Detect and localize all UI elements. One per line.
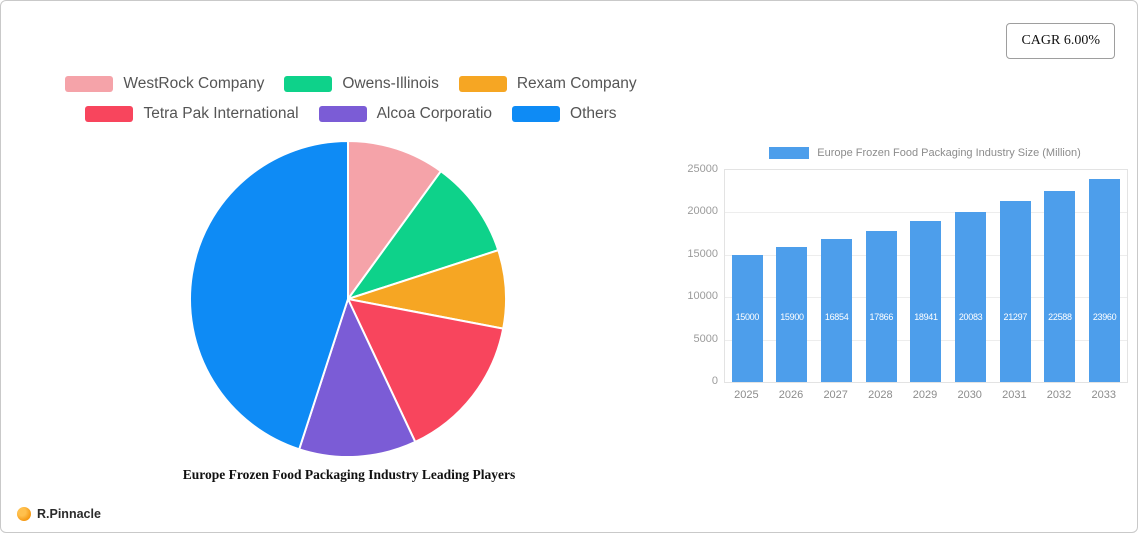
bar-value-label: 18941 — [914, 312, 938, 322]
legend-swatch-icon — [284, 76, 333, 92]
bar-slot-2026: 15900 — [770, 170, 814, 382]
x-tick-label: 2032 — [1046, 389, 1072, 401]
bar-2031[interactable]: 21297 — [999, 201, 1031, 382]
x-tick-label: 2028 — [868, 389, 893, 401]
bar-slot-2033: 23960 — [1083, 170, 1127, 382]
pie-legend-item-2[interactable]: Rexam Company — [458, 75, 637, 93]
bar-value-label: 17866 — [869, 312, 894, 322]
x-tick-label: 2030 — [957, 389, 982, 401]
bar-series: 15000 15900 16854 17866 18941 20083 21297 22588… — [725, 170, 1127, 382]
bar-value-label: 20083 — [958, 312, 983, 322]
bar-chart: Europe Frozen Food Packaging Industry Si… — [684, 147, 1132, 407]
bar-slot-2030: 20083 — [949, 170, 993, 382]
bar-slot-2031: 21297 — [993, 170, 1037, 382]
legend-swatch-icon — [458, 76, 507, 92]
bar-2033[interactable]: 23960 — [1089, 178, 1121, 382]
x-tick-label: 2029 — [912, 389, 938, 401]
cagr-badge: CAGR 6.00% — [1006, 23, 1115, 59]
y-tick-label: 5000 — [693, 332, 718, 345]
y-tick-label: 15000 — [687, 247, 718, 260]
y-tick-label: 20000 — [687, 205, 718, 218]
bar-legend-label: Europe Frozen Food Packaging Industry Si… — [817, 147, 1081, 159]
pie-legend-item-3[interactable]: Tetra Pak International — [85, 105, 299, 123]
pie-slice-3[interactable] — [346, 297, 505, 444]
bar-value-label: 21297 — [1003, 312, 1028, 322]
x-tick-label: 2031 — [1002, 389, 1027, 401]
y-tick-label: 10000 — [687, 290, 718, 303]
x-tick-label: 2026 — [778, 389, 804, 401]
bar-legend-swatch — [769, 147, 810, 159]
bar-2028[interactable]: 17866 — [865, 230, 897, 382]
legend-label: Owens-Illinois — [342, 75, 439, 92]
brand-logo: R.Pinnacle — [17, 507, 101, 521]
legend-label: Alcoa Corporatio — [376, 105, 493, 122]
bar-value-label: 22588 — [1048, 312, 1072, 322]
bar-slot-2028: 17866 — [859, 170, 903, 382]
bar-chart-plot-area: 15000 15900 16854 17866 18941 20083 21297 22588… — [724, 169, 1128, 383]
bar-2032[interactable]: 22588 — [1044, 190, 1076, 382]
brand-circle-icon — [17, 507, 31, 521]
bar-slot-2032: 22588 — [1038, 170, 1082, 382]
legend-label: WestRock Company — [123, 75, 265, 92]
pie-legend-item-5[interactable]: Others — [512, 105, 617, 123]
pie-slice-0[interactable] — [347, 139, 443, 303]
bar-value-label: 15900 — [780, 312, 804, 322]
bar-value-label: 23960 — [1092, 312, 1117, 322]
x-tick-label: 2027 — [823, 389, 848, 401]
legend-label: Others — [570, 105, 617, 122]
x-tick-label: 2025 — [734, 389, 759, 401]
bar-2027[interactable]: 16854 — [821, 239, 853, 382]
pie-slice-5[interactable] — [188, 139, 349, 451]
bar-slot-2029: 18941 — [904, 170, 948, 382]
pie-legend-item-4[interactable]: Alcoa Corporatio — [318, 105, 493, 123]
pie-slice-4[interactable] — [297, 296, 417, 458]
bar-chart-y-axis: 0 5000 10000 15000 20000 25000 — [684, 163, 718, 387]
bar-2025[interactable]: 15000 — [731, 254, 763, 382]
pie-legend-item-0[interactable]: WestRock Company — [65, 75, 264, 93]
legend-swatch-icon — [318, 106, 367, 122]
bar-value-label: 15000 — [735, 312, 760, 322]
bar-slot-2025: 15000 — [725, 170, 769, 382]
legend-label: Tetra Pak International — [143, 105, 299, 122]
pie-chart-title: Europe Frozen Food Packaging Industry Le… — [182, 467, 516, 482]
legend-swatch-icon — [85, 106, 134, 122]
pie-chart — [188, 139, 507, 458]
legend-swatch-icon — [512, 106, 561, 122]
legend-swatch-icon — [65, 76, 114, 92]
bar-chart-legend-item[interactable]: Europe Frozen Food Packaging Industry Si… — [724, 147, 1126, 159]
pie-legend: WestRock Company Owens-Illinois Rexam Comp… — [21, 75, 681, 123]
gridline — [725, 212, 1127, 214]
bar-slot-2027: 16854 — [815, 170, 859, 382]
y-tick-label: 25000 — [687, 163, 718, 175]
brand-label: R.Pinnacle — [37, 507, 101, 521]
bar-chart-x-axis: 2025 2026 2027 2028 2029 2030 2031 2032 2033 — [724, 389, 1126, 401]
pie-legend-item-1[interactable]: Owens-Illinois — [284, 75, 439, 93]
legend-label: Rexam Company — [516, 75, 637, 92]
bar-2029[interactable]: 18941 — [910, 221, 942, 382]
pie-slice-1[interactable] — [345, 169, 500, 301]
bar-2026[interactable]: 15900 — [776, 247, 808, 382]
bar-2030[interactable]: 20083 — [955, 211, 987, 382]
bar-value-label: 16854 — [824, 312, 849, 322]
x-tick-label: 2033 — [1091, 389, 1116, 401]
y-tick-label: 0 — [711, 375, 718, 387]
